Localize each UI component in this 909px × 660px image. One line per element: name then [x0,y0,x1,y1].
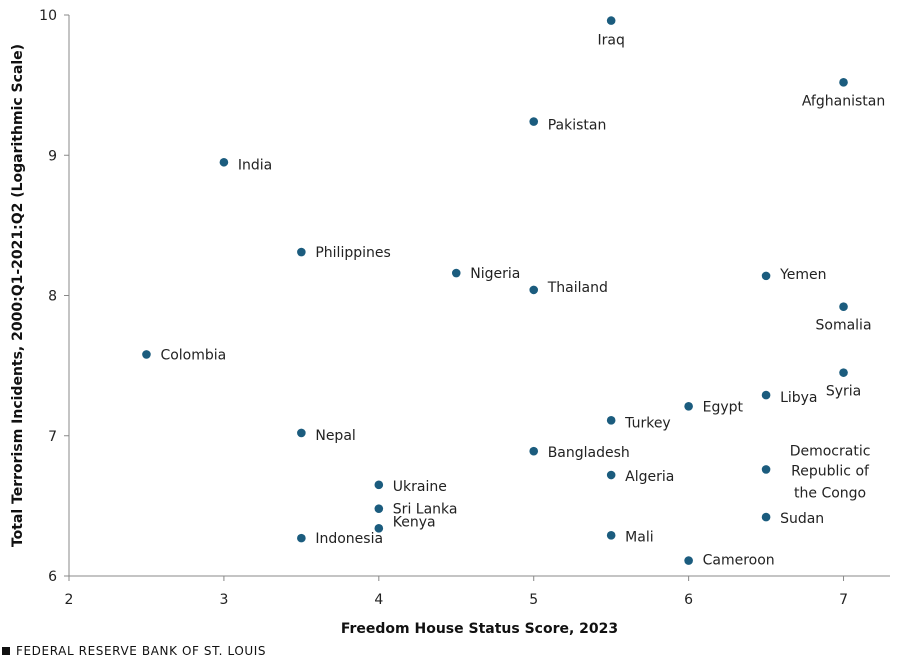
point-sudan [761,512,771,522]
point-label: Egypt [703,399,744,415]
footer: FEDERAL RESERVE BANK OF ST. LOUIS [2,644,266,658]
x-tick-label: 6 [684,592,693,608]
point-cameroon [684,556,693,565]
point-label-line: Democratic [790,443,871,459]
point-label: India [238,157,272,173]
point-nepal [297,428,306,438]
point-algeria [606,470,616,480]
point-label: Algeria [625,469,674,485]
point-label: Iraq [597,33,624,49]
x-tick-label: 5 [529,592,538,608]
x-axis-title: Freedom House Status Score, 2023 [341,621,618,637]
point-label: Bangladesh [548,445,630,461]
y-tick-label: 7 [48,429,57,445]
x-tick-label: 3 [219,592,228,608]
point-label: Syria [826,384,861,400]
point-kenya [374,524,384,533]
point-label: Afghanistan [802,93,885,109]
point-label: Turkey [624,415,671,431]
point-label: Democratic Republic of the Congo [790,443,871,501]
point-label: Kenya [393,514,436,530]
point-label: Philippines [315,245,390,261]
point-labels: Iraq Afghanistan Pakistan India Philippines N… [160,33,885,569]
point-label: Sri Lanka [393,502,458,518]
y-tick-label: 6 [48,569,57,585]
y-tick-label: 9 [48,148,57,164]
point-label: Mali [625,529,653,545]
point-sri-lanka [374,504,384,513]
point-somalia [839,302,848,312]
point-indonesia [297,533,306,543]
point-label: Ukraine [393,479,447,495]
point-label: Sudan [780,511,824,527]
point-nigeria [451,268,461,278]
point-label: Somalia [816,318,872,334]
point-libya [761,390,771,400]
point-thailand [529,285,539,295]
point-label-line: the Congo [794,485,866,501]
point-label: Pakistan [548,118,607,134]
point-democratic-republic-of-the-congo [761,465,771,474]
point-yemen [761,271,771,281]
axes: 2 3 4 5 6 7 6 7 8 9 10 [39,8,890,608]
point-label: Nigeria [470,266,520,282]
point-philippines [297,247,306,257]
point-label: Yemen [779,267,826,283]
x-tick-label: 4 [374,592,383,608]
point-iraq [606,16,616,25]
point-label: Colombia [160,347,226,363]
point-india [219,157,229,167]
scatter-chart: 2 3 4 5 6 7 6 7 8 9 10 Iraq Afghanistan Pakistan Indi… [10,8,890,637]
point-ukraine [374,480,384,490]
x-tick-label: 2 [65,592,74,608]
point-label: Libya [780,390,817,406]
data-points [142,16,848,565]
x-tick-label: 7 [839,592,848,608]
point-label: Nepal [315,428,355,444]
footer-square-icon [2,647,10,655]
point-label: Thailand [547,280,608,296]
footer-source: FEDERAL RESERVE BANK OF ST. LOUIS [16,644,267,658]
y-axis-title: Total Terrorism Incidents, 2000:Q1-2021:… [10,44,26,547]
point-label-line: Republic of [791,463,870,479]
point-label: Indonesia [315,531,383,547]
point-turkey [606,416,616,425]
point-egypt [684,401,693,411]
point-afghanistan [839,78,848,87]
point-label: Cameroon [703,553,775,569]
point-syria [839,368,848,377]
y-tick-label: 8 [48,289,57,305]
y-tick-label: 10 [39,8,57,24]
point-colombia [142,350,151,359]
point-pakistan [529,117,539,126]
point-bangladesh [529,446,539,456]
point-mali [606,531,616,540]
